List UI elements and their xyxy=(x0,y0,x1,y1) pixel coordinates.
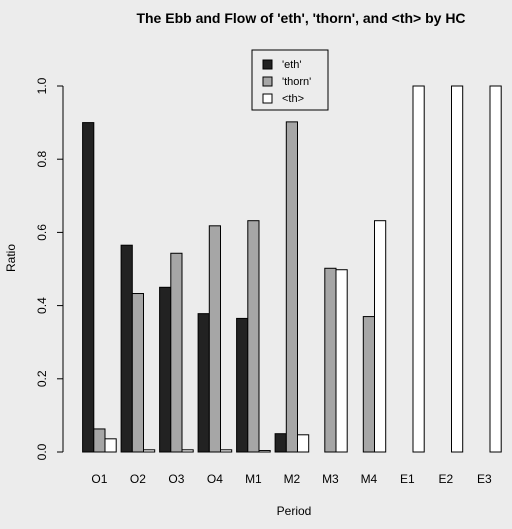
bar-M2-1 xyxy=(285,121,298,453)
bar-M2-0 xyxy=(274,433,287,453)
chart-title: The Ebb and Flow of 'eth', 'thorn', and … xyxy=(136,10,465,26)
x-tick-label: M4 xyxy=(361,472,378,486)
bar-E3-2 xyxy=(489,85,502,453)
y-tick-label: 1.0 xyxy=(35,77,49,94)
y-tick-label: 0.6 xyxy=(35,224,49,241)
x-tick-labels: O1 O2 O3 O4 M1 M2 M3 M4 E1 E2 E3 xyxy=(91,472,492,486)
bar-M4-2 xyxy=(374,220,387,453)
x-tick-label: O2 xyxy=(130,472,146,486)
y-axis: 0.0 0.2 0.4 0.6 0.8 1.0 xyxy=(35,77,64,460)
bar-M2-2 xyxy=(297,434,310,453)
bar-M1-1 xyxy=(247,220,260,453)
x-axis-label: Period xyxy=(277,504,312,518)
bar-O4-0 xyxy=(197,313,210,453)
bar-O1-1 xyxy=(93,428,106,453)
x-tick-label: M3 xyxy=(322,472,339,486)
legend-label: <th> xyxy=(282,93,304,105)
bar-E2-2 xyxy=(451,85,464,453)
y-tick-label: 0.0 xyxy=(35,443,49,460)
bar-M1-2 xyxy=(258,450,271,453)
x-tick-label: M2 xyxy=(284,472,301,486)
bars-group xyxy=(82,85,502,453)
legend-label: 'eth' xyxy=(282,59,302,71)
bar-O3-1 xyxy=(170,252,183,453)
bar-O2-1 xyxy=(131,293,145,453)
x-tick-label: M1 xyxy=(245,472,262,486)
bar-O1-0 xyxy=(82,122,95,453)
x-tick-label: O4 xyxy=(207,472,223,486)
bar-O2-0 xyxy=(120,244,133,453)
bar-O2-2 xyxy=(143,449,156,453)
legend-swatch xyxy=(262,76,273,87)
bar-M1-0 xyxy=(236,317,249,453)
y-tick-label: 0.8 xyxy=(35,151,49,168)
legend-swatch xyxy=(262,59,273,70)
legend-swatch xyxy=(262,93,273,104)
bar-O3-2 xyxy=(181,449,194,453)
bar-M4-1 xyxy=(362,316,375,453)
bar-E1-2 xyxy=(412,85,425,453)
x-tick-label: E3 xyxy=(477,472,492,486)
x-tick-label: O1 xyxy=(91,472,107,486)
bar-O4-1 xyxy=(208,225,222,453)
legend: 'eth' 'thorn' <th> xyxy=(251,49,329,111)
y-axis-label: Ratio xyxy=(4,244,18,272)
bar-O4-2 xyxy=(220,449,233,453)
bar-O1-2 xyxy=(104,438,117,453)
y-tick-label: 0.4 xyxy=(35,297,49,314)
legend-label: 'thorn' xyxy=(282,76,311,88)
x-tick-label: E2 xyxy=(439,472,454,486)
bar-M3-2 xyxy=(335,269,348,453)
bar-O3-0 xyxy=(159,286,172,453)
x-tick-label: E1 xyxy=(400,472,415,486)
bar-M3-1 xyxy=(324,267,337,453)
x-tick-label: O3 xyxy=(168,472,184,486)
y-tick-label: 0.2 xyxy=(35,370,49,387)
